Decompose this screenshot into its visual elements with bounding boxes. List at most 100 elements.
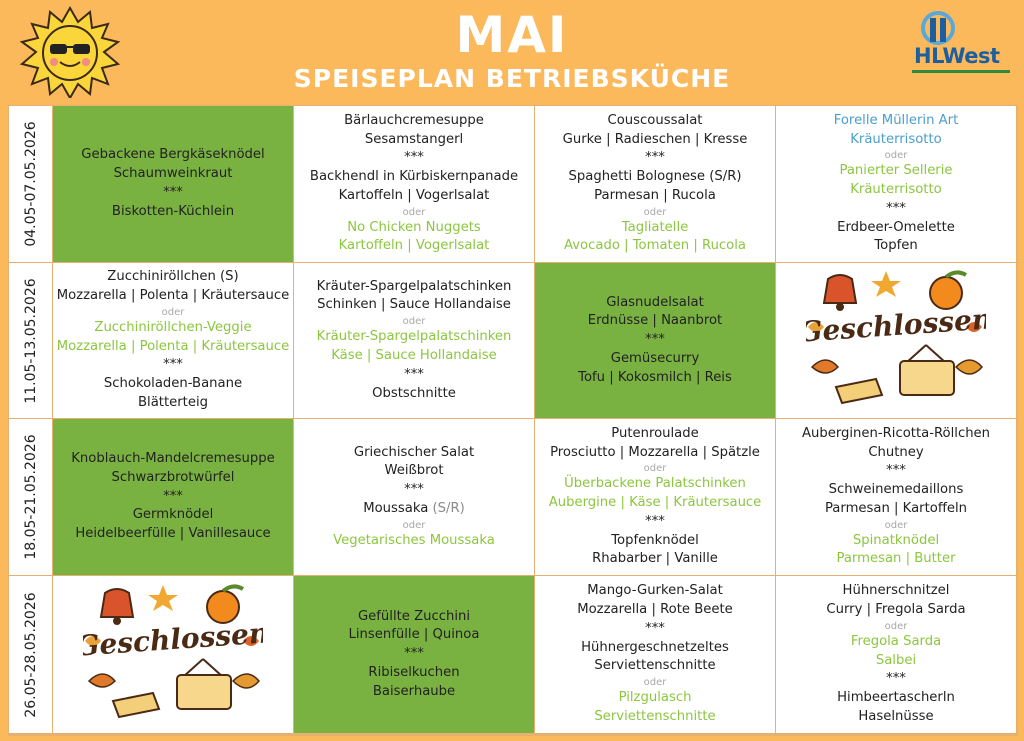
dish: Schaumweinkraut (113, 166, 233, 182)
dish: Erdbeer-Omelette (837, 219, 955, 235)
menu-line: Mozzarella | Polenta | Kräutersauce (57, 338, 290, 357)
menu-line: *** (163, 488, 183, 507)
menu-line: Parmesan | Rucola (594, 187, 716, 206)
dish: oder (643, 206, 667, 218)
menu-line: Schaumweinkraut (114, 165, 233, 184)
menu-line: Parmesan | Butter (836, 550, 955, 569)
dish: Parmesan | Kartoffeln (824, 500, 968, 516)
dish: Knoblauch-Mandelcremesuppe (71, 451, 275, 466)
menu-line: oder (644, 676, 667, 689)
menu-line: Obstschnitte (372, 385, 456, 404)
decor (85, 583, 260, 718)
dish: Überbackene Palatschinken (564, 476, 746, 492)
dish: Mozzarella | Polenta | Kräutersauce (56, 338, 290, 354)
dish: *** (645, 150, 665, 166)
dish: *** (645, 513, 665, 529)
menu-line: Gebackene Bergkäseknödel (81, 146, 264, 165)
menu-line: *** (404, 366, 424, 385)
dish: Mozzarella | Polenta | Kräutersauce (56, 288, 290, 303)
menu-line: Chutney (868, 444, 923, 463)
dish: Fregola Sarda (850, 633, 942, 649)
menu-line: oder (644, 206, 667, 219)
dish: Kräuter-Spargelpalatschinken (316, 329, 512, 345)
date-cell: 04.05-07.05.2026 (9, 106, 52, 262)
dish: No Chicken Nuggets (347, 219, 481, 235)
menu-line: Couscoussalat (608, 112, 703, 131)
dish: *** (163, 488, 183, 504)
logo: HLWest (908, 8, 1014, 74)
menu-line: Forelle Müllerin Art (834, 112, 959, 131)
menu-line: Moussaka (S/R) (363, 500, 465, 519)
menu-line: Sesamstangerl (365, 131, 463, 150)
menu-line: *** (645, 620, 665, 639)
dish: Kräuterrisotto (850, 182, 942, 198)
dish: Baiserhaube (372, 683, 456, 699)
dish: Moussaka (363, 500, 429, 516)
dish: Himbeertascherln (837, 690, 955, 706)
dish: Chutney (868, 444, 924, 460)
menu-line: *** (163, 184, 183, 203)
date-range: 26.05-28.05.2026 (22, 591, 39, 718)
menu-cell: Hühnerschnitzel Curry | Fregola Sarda oder… (776, 576, 1016, 733)
dish: Avocado | Tomaten | Rucola (564, 238, 746, 254)
menu-line: Schweinemedaillons (829, 481, 964, 500)
dish: Haselnüsse (858, 708, 934, 724)
menu-line: Bärlauchcremesuppe (344, 112, 484, 131)
menu-line: Kartoffeln | Vogerlsalat (339, 187, 490, 206)
menu-cell: Forelle Müllerin Art Kräuterrisotto oder Pa… (776, 106, 1016, 262)
menu-line: Tagliatelle (622, 219, 688, 238)
dish: Linsenfülle | Quinoa (348, 627, 480, 643)
dish: Rhabarber | Vanille (592, 551, 718, 567)
dish: *** (645, 332, 665, 348)
dish: Spaghetti Bolognese (S/R) (568, 169, 742, 185)
logo-icon (921, 11, 955, 45)
dish: Weißbrot (384, 463, 444, 479)
dish: Gebackene Bergkäseknödel (81, 147, 265, 163)
menu-line: Pilzgulasch (619, 689, 692, 708)
menu-cell: Knoblauch-Mandelcremesuppe Schwarzbrotwür… (53, 419, 293, 575)
menu-line: *** (886, 200, 906, 219)
menu-line: *** (645, 513, 665, 532)
decor (808, 269, 983, 404)
menu-line: *** (645, 331, 665, 350)
menu-line: Haselnüsse (858, 708, 933, 727)
menu-line: Avocado | Tomaten | Rucola (564, 237, 746, 256)
dish: Panierter Sellerie (839, 163, 953, 179)
dish: *** (645, 620, 665, 636)
menu-line: Griechischer Salat (354, 444, 474, 463)
menu-line: Käse | Sauce Hollandaise (331, 347, 497, 366)
dish: oder (402, 316, 426, 328)
menu-line: Erdnüsse | Naanbrot (588, 312, 722, 331)
menu-line: *** (404, 481, 424, 500)
menu-line: Gurke | Radieschen | Kresse (563, 131, 748, 150)
dish: *** (886, 200, 906, 216)
dish: Schokoladen-Banane (103, 376, 243, 392)
menu-line: Hühnergeschnetzeltes (581, 639, 729, 658)
menu-line: Rhabarber | Vanille (592, 550, 718, 569)
menu-line: Mozzarella | Polenta | Kräutersauce (57, 287, 290, 306)
dish: *** (404, 366, 424, 382)
menu-cell: Mango-Gurken-Salat Mozzarella | Rote Beet… (535, 576, 775, 733)
menu-line: *** (404, 149, 424, 168)
dish: Forelle Müllerin Art (833, 112, 959, 128)
menu-line: Himbeertascherln (837, 689, 955, 708)
dish: Obstschnitte (372, 385, 456, 401)
menu-line: *** (645, 149, 665, 168)
dish: Heidelbeerfülle | Vanillesauce (75, 526, 271, 542)
menu-line: Kräuterrisotto (850, 181, 941, 200)
menu-line: Putenroulade (611, 425, 699, 444)
menu-line: Ribiselkuchen (368, 664, 459, 683)
menu-cell: Putenroulade Prosciutto | Mozzarella | Sp… (535, 419, 775, 575)
menu-cell: Griechischer Salat Weißbrot *** Moussaka (S… (294, 419, 534, 575)
dish: oder (884, 519, 908, 531)
dish: *** (404, 646, 424, 662)
menu-line: Germknödel (133, 506, 214, 525)
dish: Parmesan | Butter (836, 551, 956, 567)
menu-cell: Gebackene Bergkäseknödel Schaumweinkraut *… (53, 106, 293, 262)
menu-line: Glasnudelsalat (606, 294, 704, 313)
dish: Tofu | Kokosmilch | Reis (578, 369, 732, 385)
dish: Blätterteig (138, 394, 208, 410)
menu-line: Heidelbeerfülle | Vanillesauce (75, 525, 270, 544)
dish: Kräuterrisotto (850, 131, 942, 147)
menu-cell: Kräuter-Spargelpalatschinken Schinken | S… (294, 263, 534, 418)
